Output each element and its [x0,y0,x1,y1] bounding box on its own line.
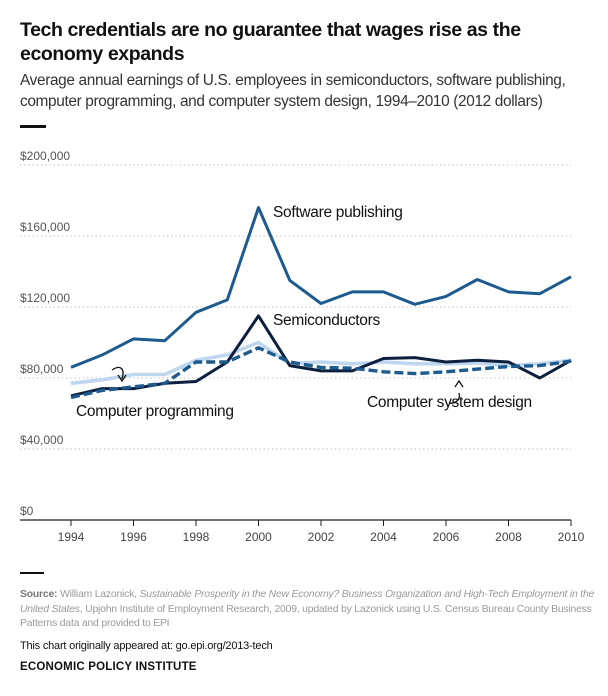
y-tick-label-0: $0 [20,504,34,518]
source-label: Source: [20,589,58,600]
computer-system-design-arrowhead [454,379,464,388]
computer-programming-arrow [111,366,124,380]
source-divider [20,572,44,574]
y-tick-label-120000: $120,000 [20,291,70,305]
title-divider [20,125,46,128]
x-tick-label-1998: 1998 [183,530,210,544]
y-tick-label-160000: $160,000 [20,220,70,234]
source-text-before: William Lazonick, [57,589,140,600]
y-tick-label-40000: $40,000 [20,433,64,447]
series-label-semiconductors: Semiconductors [273,312,380,329]
x-tick-label-2010: 2010 [558,530,585,544]
chart-subtitle: Average annual earnings of U.S. employee… [20,72,566,110]
annotation-arrows [111,366,464,404]
chart-series-lines [70,206,572,400]
series-label-software-publishing: Software publishing [273,204,403,221]
x-tick-label-1996: 1996 [120,530,147,544]
source-book-title: Sustainable Prosperity in the New Econom… [20,589,595,615]
y-axis-tick-labels: $0 $40,000 $80,000 $120,000 $160,000 $200,000 [20,149,70,518]
series-line-computer-system-design [70,346,572,400]
line-chart: $0 $40,000 $80,000 $120,000 $160,000 $200,000… [20,149,585,544]
series-annotation-labels: Software publishing Semiconductors Compute… [76,204,532,420]
chart-title: Tech credentials are no guarantee that w… [20,19,521,65]
x-tick-label-2002: 2002 [308,530,335,544]
series-line-computer-programming [70,340,572,386]
x-axis: 1994 1996 1998 2000 2002 2004 2006 2008 2010 [20,519,585,544]
organization-name: ECONOMIC POLICY INSTITUTE [20,661,197,673]
series-label-computer-programming: Computer programming [76,403,234,420]
x-tick-label-2006: 2006 [433,530,460,544]
x-tick-label-2000: 2000 [245,530,272,544]
x-tick-label-2008: 2008 [495,530,522,544]
x-tick-label-2004: 2004 [370,530,397,544]
computer-programming-arrowhead [117,374,127,383]
series-label-computer-system-design: Computer system design [367,394,532,411]
source-note: Source: William Lazonick, Sustainable Pr… [20,588,605,632]
x-tick-label-1994: 1994 [58,530,85,544]
original-appearance-note: This chart originally appeared at: go.ep… [20,640,273,652]
y-tick-label-200000: $200,000 [20,149,70,163]
computer-system-design-arrow [448,392,461,404]
y-tick-label-80000: $80,000 [20,362,64,376]
series-line-software-publishing [70,206,572,369]
source-text-after: , Upjohn Institute of Employment Researc… [20,603,592,630]
